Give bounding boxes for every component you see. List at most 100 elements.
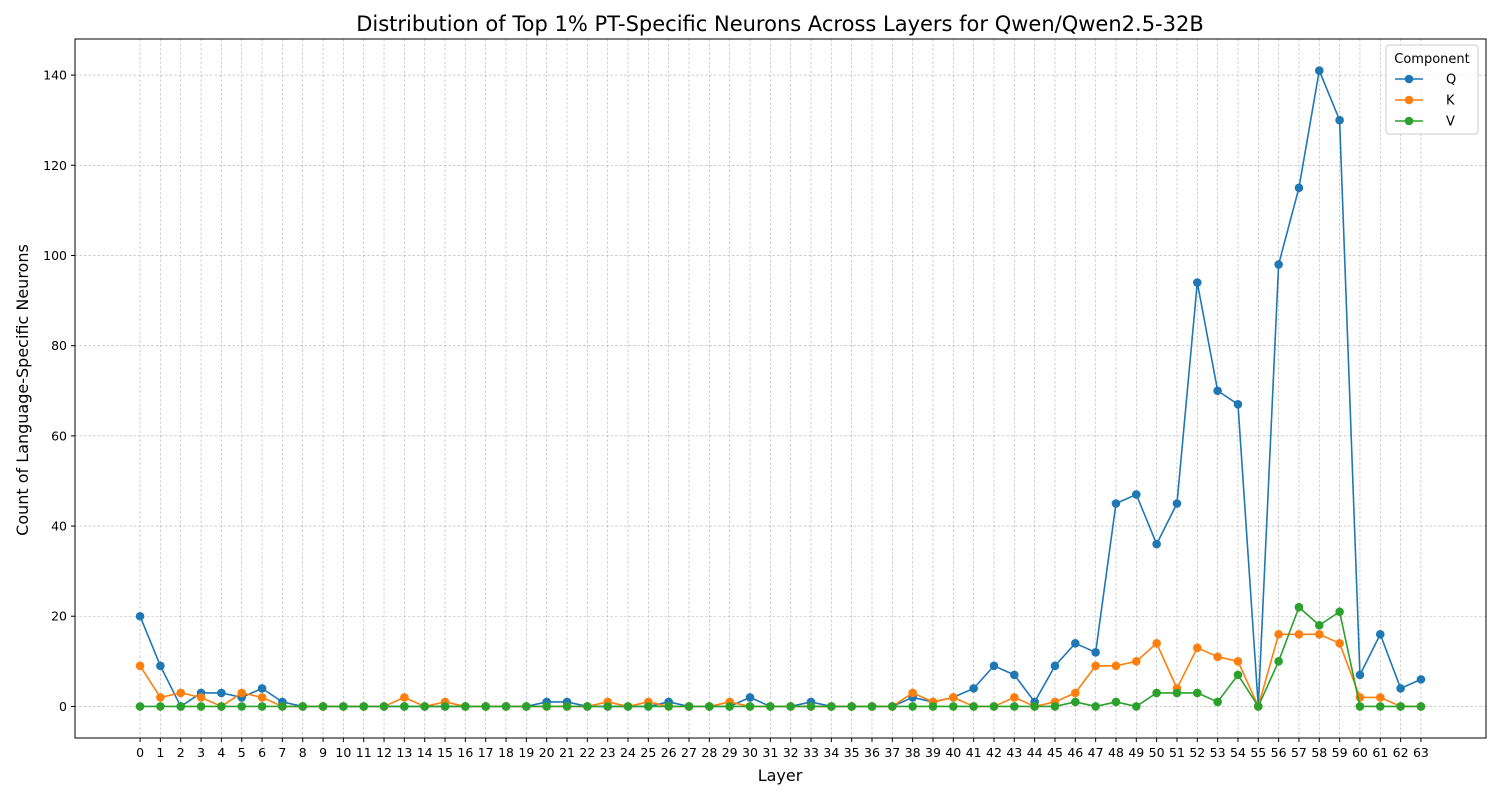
x-tick-label: 57	[1291, 745, 1307, 760]
data-point-k	[1111, 661, 1121, 671]
data-point-v	[1152, 688, 1161, 698]
data-point-v	[1192, 688, 1202, 698]
x-tick-label: 0	[136, 745, 144, 760]
x-tick-label: 41	[966, 745, 982, 760]
x-tick-label: 25	[640, 745, 656, 760]
data-point-v	[1050, 702, 1060, 711]
x-tick-label: 12	[376, 745, 392, 760]
data-point-k	[176, 688, 186, 698]
x-tick-label: 58	[1311, 745, 1327, 760]
x-tick-label: 34	[823, 745, 839, 760]
x-tick-label: 44	[1027, 745, 1043, 760]
series-line-k	[139, 633, 1421, 708]
data-point-q	[1213, 386, 1222, 396]
x-tick-label: 20	[539, 745, 555, 760]
x-tick-label: 36	[864, 745, 880, 760]
x-tick-label: 52	[1189, 745, 1205, 760]
data-point-k	[1213, 652, 1222, 662]
data-point-k	[1131, 657, 1141, 666]
data-point-v	[827, 702, 836, 711]
data-point-k	[1010, 693, 1019, 702]
data-point-k	[1335, 638, 1344, 648]
x-tick-label: 15	[437, 745, 453, 760]
data-point-v	[1131, 702, 1141, 711]
x-tick-label: 51	[1169, 745, 1185, 760]
data-point-v	[359, 702, 369, 711]
x-tick-label: 47	[1088, 745, 1104, 760]
legend-box	[1385, 44, 1479, 135]
data-point-v	[1213, 697, 1222, 707]
x-tick-label: 30	[742, 745, 758, 760]
data-point-v	[420, 702, 430, 711]
y-tick-label: 40	[51, 519, 67, 534]
data-point-v	[908, 702, 917, 711]
x-tick-label: 10	[335, 745, 351, 760]
y-tick-label: 120	[43, 158, 67, 173]
data-point-v	[766, 702, 775, 711]
data-point-v	[1233, 670, 1243, 680]
x-tick-label: 2	[177, 745, 185, 760]
data-point-q	[257, 684, 267, 693]
y-tick-label: 20	[51, 609, 67, 624]
data-point-k	[949, 693, 958, 702]
data-point-q	[1071, 638, 1080, 648]
data-point-v	[237, 702, 247, 711]
data-point-v	[1375, 702, 1385, 711]
data-point-q	[1111, 499, 1121, 508]
data-point-v	[318, 702, 328, 711]
x-tick-label: 26	[661, 745, 677, 760]
data-point-v	[603, 702, 612, 711]
data-point-q	[989, 661, 999, 671]
data-point-v	[135, 702, 145, 711]
data-point-q	[1335, 115, 1344, 125]
data-point-v	[888, 702, 897, 711]
x-tick-label: 1	[156, 745, 164, 760]
data-point-v	[623, 702, 633, 711]
series-line-q	[139, 69, 1422, 708]
legend-item-k: K	[1395, 94, 1455, 109]
data-point-v	[705, 702, 714, 711]
series-q	[135, 66, 1426, 711]
data-point-v	[989, 702, 999, 711]
data-point-v	[562, 702, 572, 711]
x-tick-label: 54	[1230, 745, 1246, 760]
legend-item-q: Q	[1395, 73, 1456, 88]
legend-label: V	[1446, 115, 1455, 130]
data-point-k	[1274, 629, 1283, 639]
data-point-v	[725, 702, 734, 711]
data-point-k	[135, 661, 145, 671]
data-point-q	[135, 611, 145, 621]
data-point-v	[1416, 702, 1426, 711]
x-tick-label: 46	[1067, 745, 1083, 760]
data-point-v	[501, 702, 511, 711]
data-point-v	[1294, 602, 1304, 612]
chart-title: Distribution of Top 1% PT-Specific Neuro…	[356, 12, 1204, 36]
data-point-v	[522, 702, 531, 711]
y-axis-label: Count of Language-Specific Neurons	[13, 244, 32, 536]
data-point-v	[440, 702, 450, 711]
x-tick-label: 17	[478, 745, 494, 760]
data-point-q	[1274, 260, 1283, 269]
data-point-k	[1294, 629, 1304, 639]
data-point-v	[176, 702, 186, 711]
data-point-q	[1233, 399, 1243, 409]
data-point-k	[1091, 661, 1100, 671]
data-point-k	[400, 693, 409, 702]
x-tick-label: 39	[925, 745, 941, 760]
data-point-q	[1010, 670, 1019, 680]
x-tick-label: 40	[945, 745, 961, 760]
legend-marker	[1404, 95, 1414, 105]
x-tick-label: 43	[1006, 745, 1022, 760]
x-tick-label: 13	[396, 745, 412, 760]
legend-item-v: V	[1395, 115, 1455, 130]
data-point-k	[908, 688, 917, 698]
data-point-q	[1314, 66, 1324, 75]
x-tick-label: 5	[238, 745, 246, 760]
data-point-v	[1091, 702, 1100, 711]
legend-label: Q	[1446, 73, 1456, 88]
data-point-v	[847, 702, 856, 711]
x-tick-label: 4	[217, 745, 225, 760]
x-tick-label: 56	[1271, 745, 1287, 760]
data-point-v	[379, 702, 389, 711]
data-point-v	[806, 702, 816, 711]
